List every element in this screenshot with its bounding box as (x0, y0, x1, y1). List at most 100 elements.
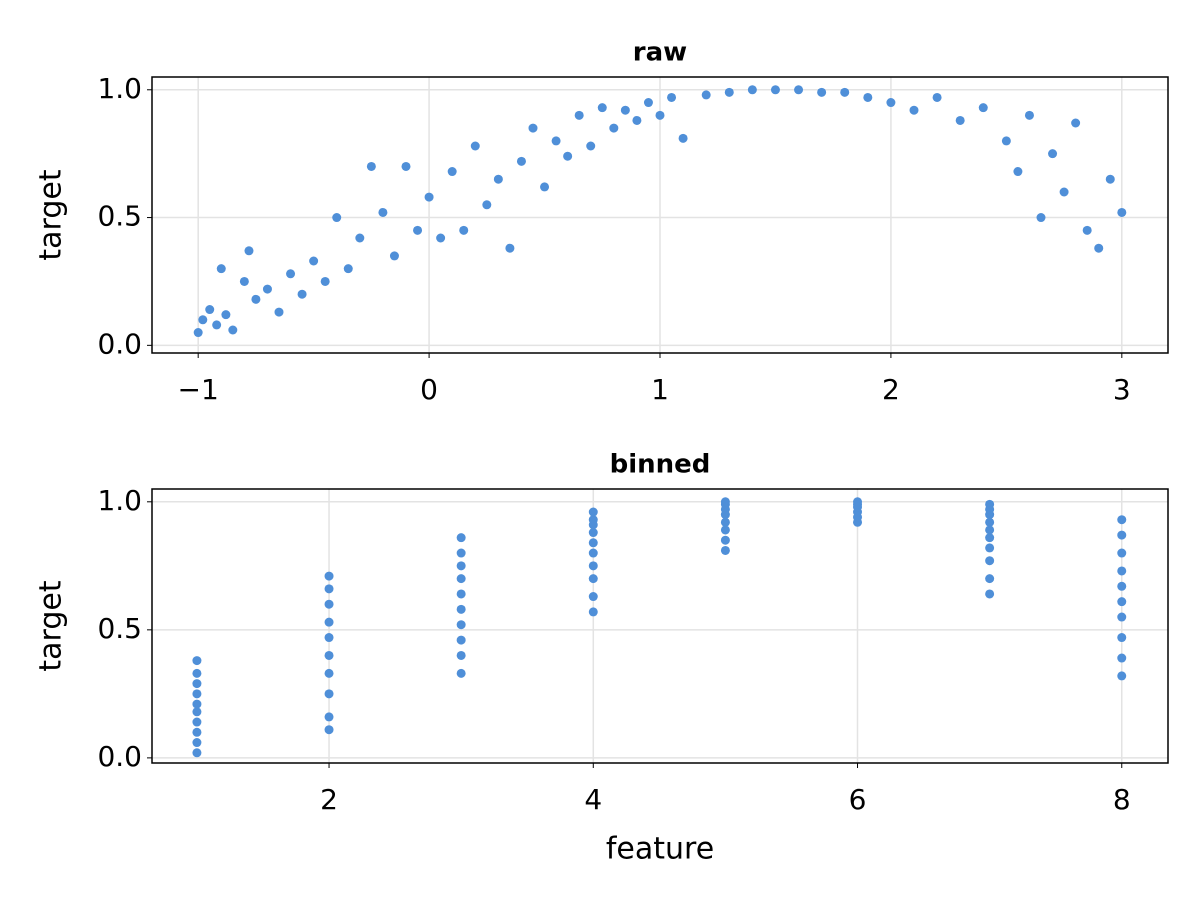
point (221, 310, 231, 320)
point (286, 269, 296, 279)
point (985, 533, 995, 543)
point (297, 289, 307, 299)
point (193, 328, 203, 338)
point (863, 92, 873, 102)
point (424, 192, 434, 202)
point (516, 156, 526, 166)
point (239, 276, 249, 286)
point (609, 123, 619, 133)
point (482, 200, 492, 210)
point (1117, 207, 1127, 217)
point (1048, 149, 1058, 159)
point (1013, 167, 1023, 177)
point (720, 517, 730, 527)
point (456, 620, 466, 630)
point (262, 284, 272, 294)
point (597, 103, 607, 113)
x-tick-label: −1 (178, 373, 219, 406)
point (747, 85, 757, 95)
point (205, 305, 215, 315)
point (470, 141, 480, 151)
x-tick-label: 3 (1113, 373, 1131, 406)
point (1117, 581, 1127, 591)
y-axis-label: target (34, 580, 69, 671)
point (324, 633, 334, 643)
point (192, 717, 202, 727)
point (620, 105, 630, 115)
point (456, 635, 466, 645)
point (678, 133, 688, 143)
point (1117, 671, 1127, 681)
point (588, 538, 598, 548)
point (588, 528, 598, 538)
x-tick-label: 8 (1113, 783, 1131, 816)
point (192, 656, 202, 666)
point (228, 325, 238, 335)
point (1105, 174, 1115, 184)
y-axis-label: target (34, 169, 69, 260)
point (978, 103, 988, 113)
point (1094, 243, 1104, 253)
point (794, 85, 804, 95)
x-tick-label: 2 (882, 373, 900, 406)
point (588, 592, 598, 602)
point (324, 712, 334, 722)
point (1117, 548, 1127, 558)
point (588, 515, 598, 525)
point (985, 517, 995, 527)
point (985, 556, 995, 566)
point (770, 85, 780, 95)
point (985, 543, 995, 553)
point (574, 110, 584, 120)
point (1082, 225, 1092, 235)
point (667, 92, 677, 102)
point (1117, 515, 1127, 525)
point (932, 92, 942, 102)
point (320, 276, 330, 286)
subplot-title: binned (610, 450, 711, 480)
point (1117, 612, 1127, 622)
point (1117, 633, 1127, 643)
point (192, 679, 202, 689)
y-tick-label: 0.0 (97, 740, 142, 773)
point (413, 225, 423, 235)
point (588, 548, 598, 558)
x-axis-label: feature (606, 832, 714, 867)
point (332, 213, 342, 223)
x-tick-label: 6 (849, 783, 867, 816)
point (401, 161, 411, 171)
point (955, 115, 965, 125)
point (551, 136, 561, 146)
point (1071, 118, 1081, 128)
point (1024, 110, 1034, 120)
point (720, 525, 730, 535)
axes-frame (151, 76, 1169, 354)
point (505, 243, 515, 253)
point (192, 689, 202, 699)
point (456, 533, 466, 543)
point (324, 599, 334, 609)
point (1117, 566, 1127, 576)
point (324, 668, 334, 678)
point (985, 589, 995, 599)
point (192, 727, 202, 737)
point (216, 264, 226, 274)
point (274, 307, 284, 317)
point (655, 110, 665, 120)
point (324, 650, 334, 660)
point (324, 571, 334, 581)
point (192, 668, 202, 678)
subplot-title: raw (633, 38, 687, 68)
point (720, 497, 730, 507)
point (632, 115, 642, 125)
point (985, 499, 995, 509)
point (378, 207, 388, 217)
point (456, 668, 466, 678)
point (643, 98, 653, 108)
point (324, 689, 334, 699)
x-tick-label: 0 (420, 373, 438, 406)
point (244, 246, 254, 256)
point (1036, 213, 1046, 223)
point (909, 105, 919, 115)
